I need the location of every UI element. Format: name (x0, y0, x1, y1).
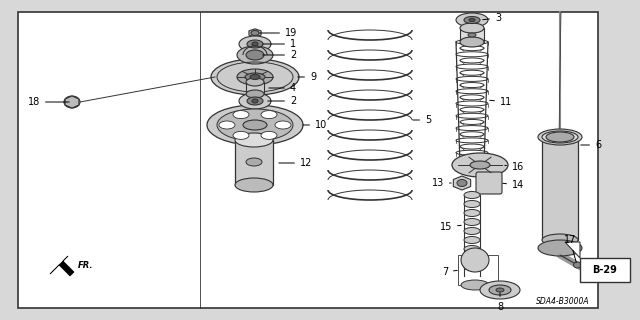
Ellipse shape (464, 245, 480, 252)
Text: 6: 6 (580, 140, 601, 150)
Ellipse shape (207, 105, 303, 145)
Ellipse shape (252, 42, 258, 46)
Ellipse shape (243, 120, 267, 130)
Ellipse shape (542, 131, 578, 143)
Text: 13: 13 (432, 178, 451, 188)
Text: 2: 2 (263, 50, 296, 60)
Text: 9: 9 (298, 72, 316, 82)
Ellipse shape (461, 248, 489, 272)
Ellipse shape (489, 285, 511, 295)
Ellipse shape (538, 240, 582, 256)
Ellipse shape (245, 73, 265, 81)
Ellipse shape (239, 93, 271, 109)
Ellipse shape (275, 121, 291, 129)
Ellipse shape (460, 37, 484, 47)
Ellipse shape (464, 254, 480, 261)
Ellipse shape (464, 236, 480, 244)
Text: 15: 15 (440, 222, 461, 232)
Text: 8: 8 (497, 293, 503, 312)
Bar (246, 82, 264, 94)
Text: 19: 19 (260, 28, 297, 38)
Ellipse shape (217, 109, 293, 141)
Ellipse shape (247, 97, 263, 105)
Ellipse shape (64, 96, 80, 108)
Ellipse shape (261, 111, 277, 119)
Ellipse shape (246, 90, 264, 98)
Ellipse shape (464, 219, 480, 226)
Ellipse shape (237, 69, 273, 85)
Ellipse shape (461, 280, 489, 290)
Bar (542, 137, 578, 240)
Text: 7: 7 (442, 267, 457, 277)
FancyBboxPatch shape (476, 172, 502, 194)
Bar (458, 255, 498, 285)
Text: 12: 12 (279, 158, 312, 168)
Ellipse shape (469, 19, 475, 21)
Text: FR.: FR. (78, 261, 93, 270)
Text: 4: 4 (269, 83, 296, 93)
Ellipse shape (246, 158, 262, 166)
Ellipse shape (468, 33, 476, 37)
Text: 11: 11 (490, 97, 512, 107)
Ellipse shape (247, 40, 263, 48)
Ellipse shape (239, 36, 271, 52)
Polygon shape (249, 29, 261, 37)
Bar (235, 140, 273, 185)
Text: B-29: B-29 (593, 265, 618, 275)
Ellipse shape (464, 210, 480, 217)
Ellipse shape (235, 178, 273, 192)
Ellipse shape (460, 23, 484, 33)
Polygon shape (453, 176, 470, 190)
Ellipse shape (464, 17, 480, 23)
Bar (580, 258, 630, 282)
Ellipse shape (538, 129, 582, 145)
Ellipse shape (261, 132, 277, 140)
Ellipse shape (235, 133, 273, 147)
Ellipse shape (211, 59, 299, 95)
Text: 5: 5 (413, 115, 431, 125)
Ellipse shape (250, 75, 260, 79)
Polygon shape (65, 96, 79, 108)
Ellipse shape (252, 99, 258, 103)
Text: 14: 14 (503, 180, 524, 190)
Ellipse shape (470, 161, 490, 169)
Ellipse shape (246, 78, 264, 86)
Text: 1: 1 (263, 39, 296, 49)
Text: 2: 2 (268, 96, 296, 106)
Text: 10: 10 (303, 120, 327, 130)
Bar (460, 28, 484, 42)
Ellipse shape (251, 30, 259, 36)
Ellipse shape (542, 234, 578, 246)
Polygon shape (50, 256, 74, 276)
Ellipse shape (233, 132, 249, 140)
Ellipse shape (237, 46, 273, 64)
Ellipse shape (480, 281, 520, 299)
Ellipse shape (456, 13, 488, 27)
Ellipse shape (464, 228, 480, 235)
Ellipse shape (496, 288, 504, 292)
Text: 18: 18 (28, 97, 69, 107)
Ellipse shape (464, 263, 480, 270)
Ellipse shape (464, 201, 480, 207)
Ellipse shape (457, 180, 467, 187)
Ellipse shape (246, 50, 264, 60)
Ellipse shape (546, 132, 574, 142)
Text: 16: 16 (505, 162, 524, 172)
Ellipse shape (219, 121, 235, 129)
Text: 17: 17 (564, 235, 576, 262)
Text: SDA4-B3000A: SDA4-B3000A (536, 298, 590, 307)
Ellipse shape (464, 191, 480, 198)
Text: 3: 3 (483, 13, 501, 23)
Ellipse shape (233, 111, 249, 119)
Ellipse shape (452, 153, 508, 177)
Ellipse shape (573, 262, 582, 268)
Polygon shape (565, 242, 580, 258)
